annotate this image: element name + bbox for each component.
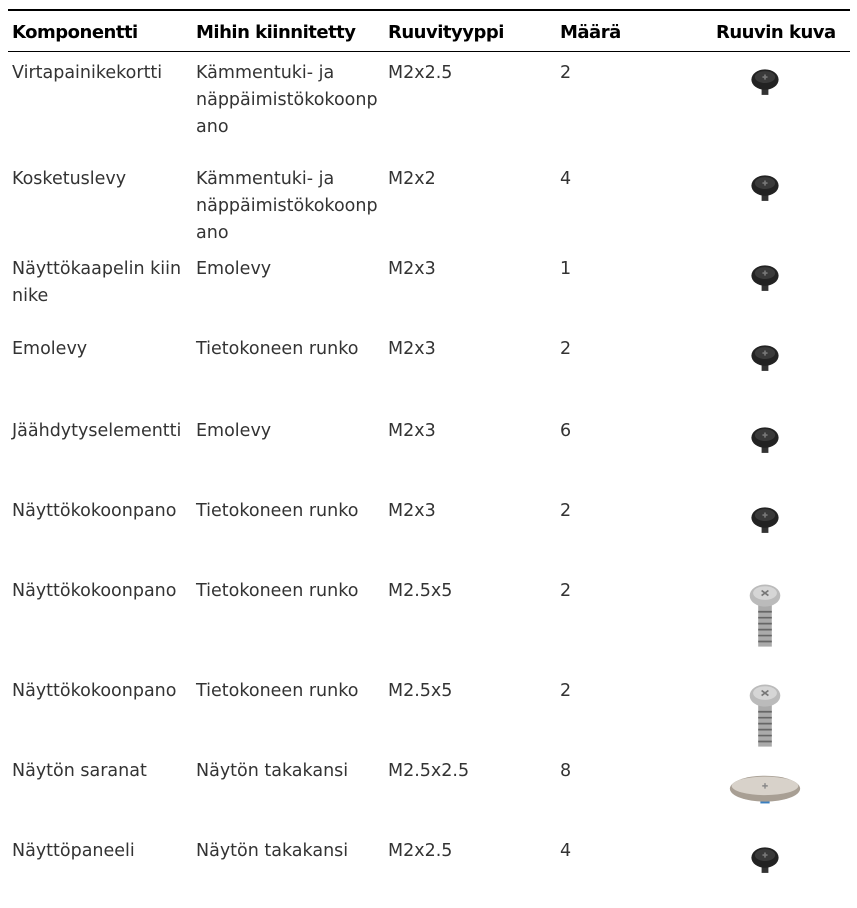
table-cell: M2x2 — [384, 158, 556, 248]
screw-image — [748, 842, 782, 880]
screw-table: Komponentti Mihin kiinnitetty Ruuvityypp… — [8, 9, 850, 898]
table-cell: Tietokoneen runko — [192, 490, 384, 570]
table-cell: Emolevy — [192, 410, 384, 490]
screw-image — [748, 260, 782, 298]
screw-image — [748, 502, 782, 540]
table-cell: Jäähdytyselementti — [8, 410, 192, 490]
table-cell: M2x3 — [384, 248, 556, 328]
screw-image-cell — [712, 830, 850, 898]
table-cell: M2x2.5 — [384, 52, 556, 158]
screw-image-cell — [712, 750, 850, 830]
screw-image-cell — [712, 570, 850, 670]
table-cell: Näyttöpaneeli — [8, 830, 192, 898]
header-cell: Mihin kiinnitetty — [192, 10, 384, 52]
screw-image-cell — [712, 248, 850, 328]
table-cell: Emolevy — [8, 328, 192, 410]
screw-image — [748, 422, 782, 460]
table-cell: Näyttökokoonpano — [8, 570, 192, 670]
table-cell: 8 — [556, 750, 712, 830]
table-cell: Virtapainikekortti — [8, 52, 192, 158]
table-cell: Näytön takakansi — [192, 750, 384, 830]
header-cell: Ruuvityyppi — [384, 10, 556, 52]
table-cell: Tietokoneen runko — [192, 328, 384, 410]
table-cell: Tietokoneen runko — [192, 570, 384, 670]
table-cell: 4 — [556, 830, 712, 898]
screw-image — [748, 64, 782, 102]
screw-image-cell — [712, 670, 850, 750]
table-cell: Näyttökaapelin kiinnike — [8, 248, 192, 328]
header-cell: Komponentti — [8, 10, 192, 52]
screw-image-cell — [712, 328, 850, 410]
table-cell: M2.5x5 — [384, 570, 556, 670]
table-cell: Näyttökokoonpano — [8, 670, 192, 750]
table-cell: 6 — [556, 410, 712, 490]
table-cell: M2x2.5 — [384, 830, 556, 898]
table-cell: 2 — [556, 52, 712, 158]
screw-image — [748, 340, 782, 378]
screw-image-cell — [712, 52, 850, 158]
screw-image — [748, 170, 782, 208]
page: Komponentti Mihin kiinnitetty Ruuvityypp… — [0, 0, 857, 908]
table-cell: 2 — [556, 490, 712, 570]
table-cell: 4 — [556, 158, 712, 248]
table-cell: Kämmentuki- ja näppäimistökokoonpano — [192, 158, 384, 248]
table-cell: Näytön saranat — [8, 750, 192, 830]
table-cell: M2x3 — [384, 328, 556, 410]
screw-image-cell — [712, 158, 850, 248]
table-cell: Kämmentuki- ja näppäimistökokoonpano — [192, 52, 384, 158]
table-cell: 2 — [556, 570, 712, 670]
header-cell: Ruuvin kuva — [712, 10, 850, 52]
screw-image-cell — [712, 490, 850, 570]
table-cell: Tietokoneen runko — [192, 670, 384, 750]
table-cell: Näyttökokoonpano — [8, 490, 192, 570]
table-cell: 2 — [556, 670, 712, 750]
table-cell: Emolevy — [192, 248, 384, 328]
screw-image-cell — [712, 410, 850, 490]
table-cell: M2x3 — [384, 490, 556, 570]
table-cell: M2.5x5 — [384, 670, 556, 750]
screw-image — [728, 772, 802, 809]
screw-image — [748, 582, 782, 650]
table-cell: M2.5x2.5 — [384, 750, 556, 830]
header-cell: Määrä — [556, 10, 712, 52]
table-cell: M2x3 — [384, 410, 556, 490]
table-cell: 2 — [556, 328, 712, 410]
table-cell: 1 — [556, 248, 712, 328]
screw-image — [748, 682, 782, 750]
table-cell: Näytön takakansi — [192, 830, 384, 898]
table-cell: Kosketuslevy — [8, 158, 192, 248]
header-row: Komponentti Mihin kiinnitetty Ruuvityypp… — [8, 10, 850, 52]
